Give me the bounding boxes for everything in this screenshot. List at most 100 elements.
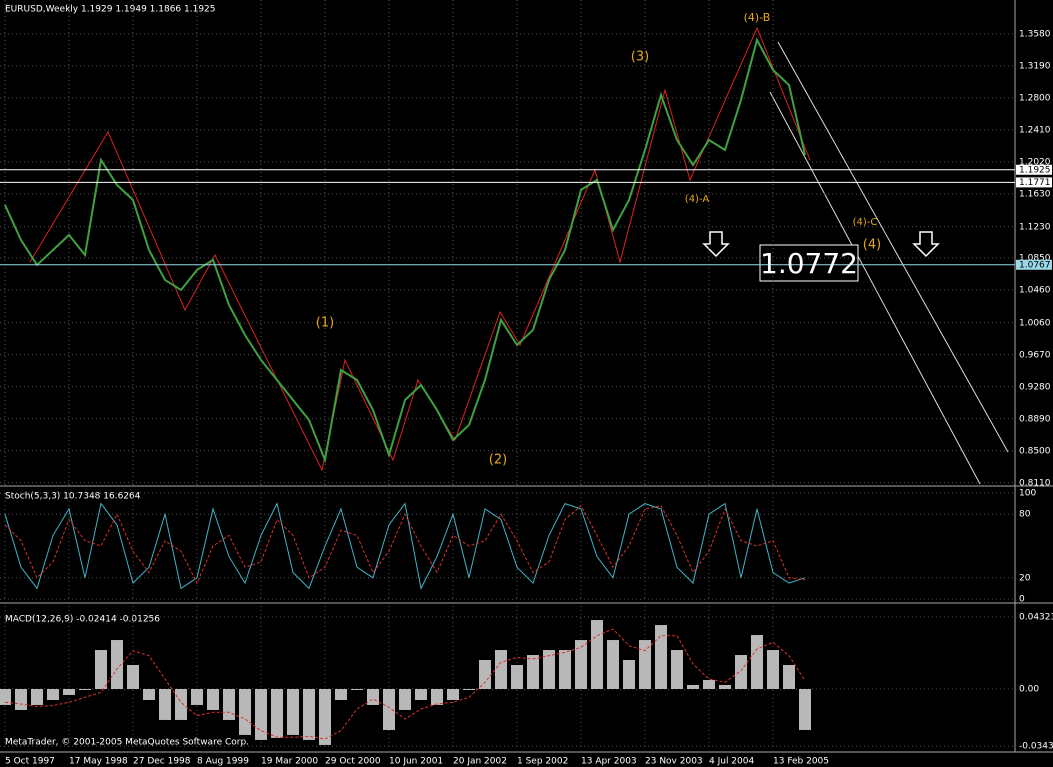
x-tick-label: 19 Mar 2000 xyxy=(261,757,318,767)
histogram-bar xyxy=(63,688,75,695)
price-tag-label: 1.1925 xyxy=(1019,165,1051,175)
down-arrow xyxy=(912,231,940,258)
copyright: MetaTrader, © 2001-2005 MetaQuotes Softw… xyxy=(5,738,249,748)
y-tick-label: 0.8890 xyxy=(1019,414,1051,424)
x-tick-label: 1 Sep 2002 xyxy=(517,757,568,767)
wave-line xyxy=(29,26,811,472)
histogram-bar xyxy=(527,655,539,689)
histogram-bar xyxy=(255,688,267,740)
histogram-bar xyxy=(287,688,299,735)
histogram-bar xyxy=(719,684,731,689)
histogram-bar xyxy=(511,665,523,689)
wave-label: (4)-A xyxy=(685,194,710,205)
wave-label: (4)-C xyxy=(853,217,878,228)
x-tick-label: 13 Feb 2005 xyxy=(773,757,829,767)
histogram-bar xyxy=(639,640,651,689)
y-tick-label: 0.04323 xyxy=(1019,612,1053,622)
wave-label: (2) xyxy=(489,453,507,468)
histogram-bar xyxy=(367,688,379,705)
y-tick-label: 1.3190 xyxy=(1019,61,1051,71)
histogram-bar xyxy=(591,620,603,689)
x-tick-label: 20 Jan 2002 xyxy=(453,757,507,767)
y-tick-label: 0.8110 xyxy=(1019,478,1051,488)
histogram-bar xyxy=(127,665,139,689)
histogram-bar xyxy=(303,688,315,740)
histogram-bar xyxy=(799,688,811,730)
histogram-bar xyxy=(431,688,443,705)
histogram-bar xyxy=(191,688,203,705)
histogram-bar xyxy=(47,688,59,700)
histogram-bar xyxy=(559,650,571,689)
histogram-bar xyxy=(175,688,187,720)
series-line xyxy=(4,37,806,464)
x-tick-label: 29 Oct 2000 xyxy=(325,757,381,767)
y-tick-label: 1.3580 xyxy=(1019,29,1051,39)
wave-label: 1.0772 xyxy=(760,247,858,280)
y-tick-label: 1.1630 xyxy=(1019,189,1051,199)
y-tick-label: 0.9670 xyxy=(1019,350,1051,360)
x-tick-label: 23 Nov 2003 xyxy=(645,757,703,767)
series-line xyxy=(4,628,806,740)
histogram-bar xyxy=(767,650,779,689)
histogram-bar xyxy=(783,665,795,689)
histogram-bar xyxy=(335,688,347,700)
histogram-bar xyxy=(415,688,427,700)
y-tick-label: 1.2800 xyxy=(1019,93,1051,103)
x-tick-label: 27 Dec 1998 xyxy=(133,757,191,767)
histogram-bar xyxy=(79,688,91,690)
price-tag xyxy=(1016,177,1052,188)
x-tick-label: 10 Jun 2001 xyxy=(389,757,443,767)
y-tick-label: 0.8500 xyxy=(1019,446,1051,456)
histogram-bar xyxy=(351,688,363,690)
histogram-bar xyxy=(607,640,619,689)
wave-label: (3) xyxy=(631,50,649,65)
wave-label: (4) xyxy=(863,238,881,253)
wave-label: (1) xyxy=(316,316,334,331)
y-tick-label: 1.0060 xyxy=(1019,318,1051,328)
price-box xyxy=(759,244,859,282)
histogram-bar xyxy=(223,688,235,720)
histogram-bar xyxy=(271,688,283,738)
histogram-bar xyxy=(239,688,251,735)
histogram-bar xyxy=(159,688,171,720)
x-tick-label: 13 Apr 2003 xyxy=(581,757,637,767)
y-tick-label: 1.0460 xyxy=(1019,285,1051,295)
histogram-bar xyxy=(447,688,459,700)
histogram-bar xyxy=(31,688,43,705)
histogram-bar xyxy=(207,688,219,710)
series-line xyxy=(4,504,806,585)
y-tick-label: 0.00 xyxy=(1019,684,1039,694)
y-tick-label: 20 xyxy=(1019,573,1031,583)
y-tick-label: 1.2020 xyxy=(1019,157,1051,167)
histogram-bar xyxy=(735,655,747,689)
x-tick-label: 17 May 1998 xyxy=(69,757,128,767)
x-tick-label: 8 Aug 1999 xyxy=(197,757,249,767)
histogram-bar xyxy=(703,679,715,689)
y-tick-label: 1.2410 xyxy=(1019,125,1051,135)
histogram-bar xyxy=(623,660,635,689)
histogram-bar xyxy=(463,688,475,690)
x-tick-label: 5 Oct 1997 xyxy=(5,757,55,767)
histogram-bar xyxy=(671,650,683,689)
price-tag xyxy=(1016,259,1052,270)
histogram-bar xyxy=(543,650,555,689)
price-tag-label: 1.1771 xyxy=(1019,178,1051,188)
histogram-bar xyxy=(399,688,411,710)
y-tick-label: 1.0850 xyxy=(1019,253,1051,263)
chart-title: EURUSD,Weekly 1.1929 1.1949 1.1866 1.192… xyxy=(5,5,216,15)
price-tag-label: 1.0767 xyxy=(1019,260,1051,270)
histogram-bar xyxy=(319,688,331,745)
histogram-bar xyxy=(575,640,587,689)
histogram-bar xyxy=(687,684,699,689)
histogram-bar xyxy=(383,688,395,730)
x-tick-label: 4 Jul 2004 xyxy=(709,757,754,767)
y-tick-label: 1.1230 xyxy=(1019,222,1051,232)
y-tick-label: -0.03434 xyxy=(1019,742,1053,752)
y-tick-label: 100 xyxy=(1019,489,1036,499)
series-line xyxy=(4,502,806,590)
y-tick-label: 80 xyxy=(1019,510,1031,520)
price-tag xyxy=(1016,164,1052,175)
